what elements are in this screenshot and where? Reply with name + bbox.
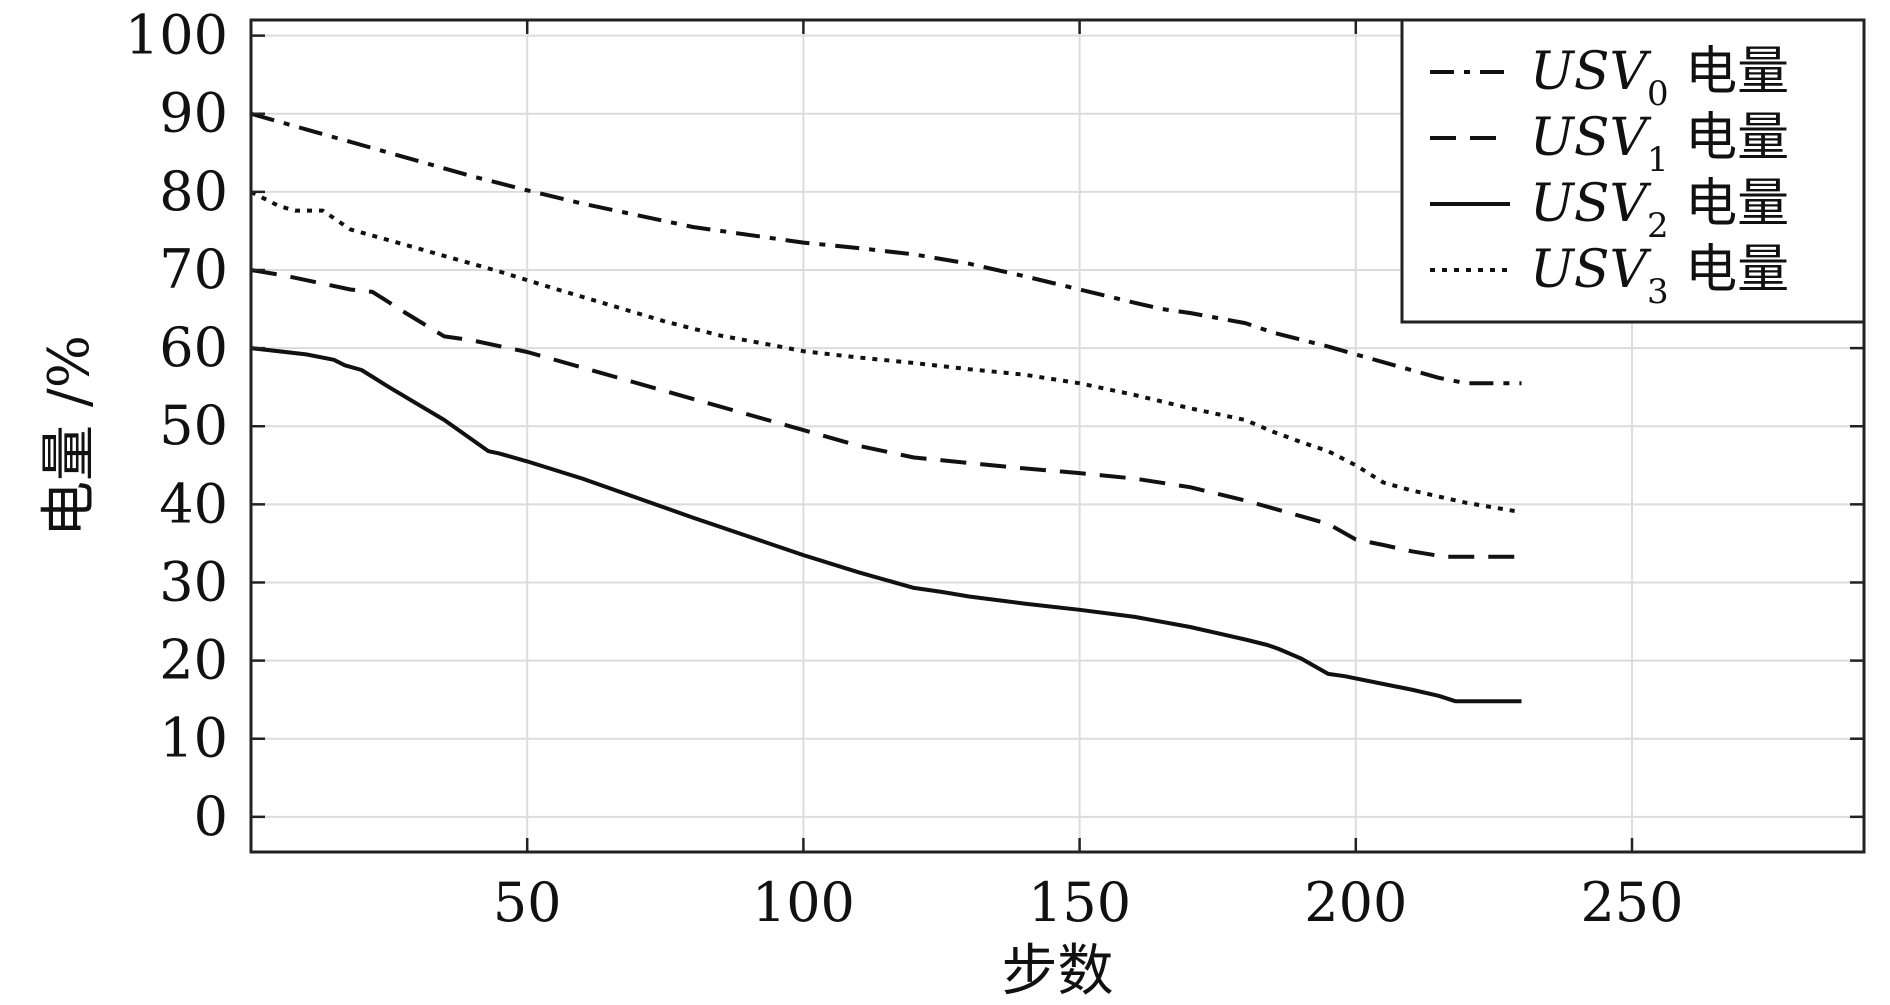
y-tick-label: 100 (125, 4, 228, 67)
x-tick-label: 50 (493, 871, 562, 934)
tick-labels: 50 100 150 200 250 0 10 20 30 40 50 60 70 80 90 100 (125, 4, 1684, 934)
y-tick-label: 80 (159, 160, 228, 223)
legend-label-1: USV1 电量 (1530, 108, 1789, 180)
y-tick-label: 70 (159, 238, 228, 301)
x-axis-title: 步数 (1002, 939, 1114, 1004)
legend-label-2: USV2 电量 (1530, 174, 1789, 246)
y-tick-label: 90 (159, 82, 228, 145)
series-line-2 (250, 346, 1522, 704)
y-tick-label: 20 (159, 629, 228, 692)
x-tick-label: 200 (1304, 871, 1407, 934)
y-axis-title: 电量 /% (37, 335, 102, 537)
x-tick-label: 100 (752, 871, 855, 934)
series-line-1 (250, 268, 1522, 559)
series-lines (250, 111, 1522, 704)
series-line-3 (250, 190, 1522, 515)
plot-frame (249, 18, 1866, 854)
legend-label-0: USV0 电量 (1530, 42, 1789, 114)
series-line-0 (250, 111, 1522, 386)
y-tick-label: 10 (159, 707, 228, 770)
x-tick-label: 250 (1580, 871, 1683, 934)
y-tick-label: 40 (159, 472, 228, 535)
y-tick-label: 50 (159, 394, 228, 457)
x-tick-label: 150 (1028, 871, 1131, 934)
y-tick-label: 60 (159, 316, 228, 379)
y-tick-label: 30 (159, 550, 228, 613)
y-tick-label: 0 (194, 785, 228, 848)
legend-label-3: USV3 电量 (1530, 240, 1789, 312)
